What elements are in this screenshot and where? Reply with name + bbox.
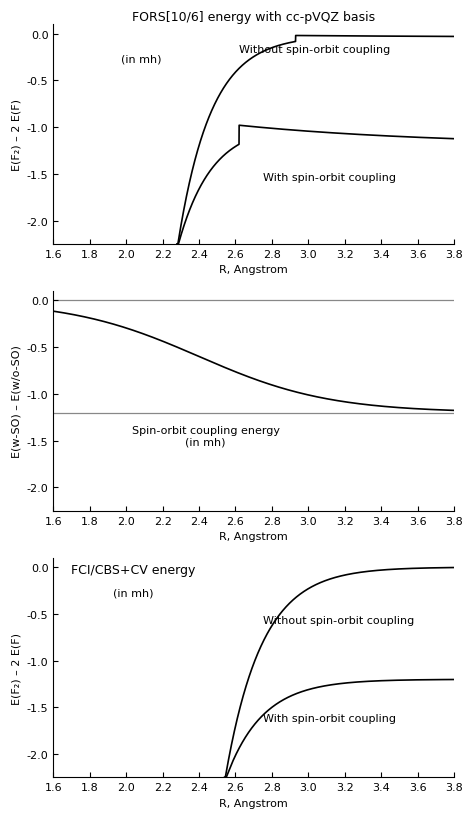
Text: (in mh): (in mh) [113,587,154,597]
Title: FORS[10/6] energy with cc-pVQZ basis: FORS[10/6] energy with cc-pVQZ basis [132,11,375,24]
Text: With spin-orbit coupling: With spin-orbit coupling [263,173,396,183]
Y-axis label: E(F₂) – 2 E(F): E(F₂) – 2 E(F) [11,99,21,171]
X-axis label: R, Angstrom: R, Angstrom [219,532,288,541]
Text: (in mh): (in mh) [121,55,162,65]
Y-axis label: E(w-SO) – E(w/o-SO): E(w-SO) – E(w/o-SO) [11,345,21,458]
Text: Without spin-orbit coupling: Without spin-orbit coupling [263,616,414,626]
Text: FCI/CBS+CV energy: FCI/CBS+CV energy [71,563,196,577]
Y-axis label: E(F₂) – 2 E(F): E(F₂) – 2 E(F) [11,632,21,704]
Text: Without spin-orbit coupling: Without spin-orbit coupling [239,45,390,55]
X-axis label: R, Angstrom: R, Angstrom [219,265,288,275]
Text: With spin-orbit coupling: With spin-orbit coupling [263,713,396,723]
X-axis label: R, Angstrom: R, Angstrom [219,798,288,808]
Text: Spin-orbit coupling energy
(in mh): Spin-orbit coupling energy (in mh) [132,426,280,447]
